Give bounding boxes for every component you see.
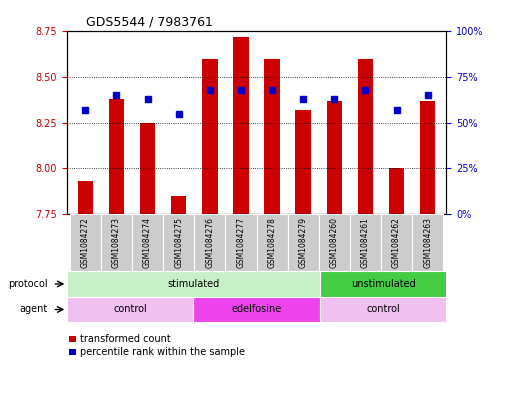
Text: GSM1084279: GSM1084279: [299, 217, 308, 268]
Text: control: control: [113, 305, 147, 314]
Bar: [320, 271, 446, 297]
Text: GSM1084262: GSM1084262: [392, 217, 401, 268]
Text: GSM1084273: GSM1084273: [112, 217, 121, 268]
Bar: [256, 214, 288, 271]
Text: agent: agent: [19, 305, 48, 314]
Text: GSM1084276: GSM1084276: [205, 217, 214, 268]
Bar: [350, 214, 381, 271]
Bar: [77, 181, 93, 214]
Bar: [132, 214, 163, 271]
Bar: [412, 214, 443, 271]
Text: GSM1084275: GSM1084275: [174, 217, 183, 268]
Text: GSM1084260: GSM1084260: [330, 217, 339, 268]
Text: GSM1084272: GSM1084272: [81, 217, 90, 268]
Bar: [67, 271, 320, 297]
Bar: [358, 59, 373, 214]
Bar: [233, 37, 249, 214]
Bar: [288, 214, 319, 271]
Text: GDS5544 / 7983761: GDS5544 / 7983761: [86, 16, 212, 29]
Text: GSM1084277: GSM1084277: [236, 217, 245, 268]
Text: stimulated: stimulated: [167, 279, 220, 289]
Text: control: control: [366, 305, 400, 314]
Bar: [101, 214, 132, 271]
Bar: [420, 101, 436, 214]
Bar: [295, 110, 311, 214]
Text: protocol: protocol: [8, 279, 48, 289]
Text: GSM1084261: GSM1084261: [361, 217, 370, 268]
Text: unstimulated: unstimulated: [351, 279, 416, 289]
Text: GSM1084278: GSM1084278: [268, 217, 277, 268]
Bar: [319, 214, 350, 271]
Text: edelfosine: edelfosine: [231, 305, 282, 314]
Bar: [326, 101, 342, 214]
Bar: [193, 297, 320, 322]
Text: percentile rank within the sample: percentile rank within the sample: [80, 347, 245, 357]
Text: GSM1084263: GSM1084263: [423, 217, 432, 268]
Bar: [320, 297, 446, 322]
Bar: [163, 214, 194, 271]
Bar: [389, 169, 404, 214]
Bar: [171, 196, 187, 214]
Text: GSM1084274: GSM1084274: [143, 217, 152, 268]
Bar: [264, 59, 280, 214]
Bar: [109, 99, 124, 214]
Bar: [140, 123, 155, 214]
Bar: [381, 214, 412, 271]
Bar: [225, 214, 256, 271]
Bar: [70, 214, 101, 271]
Text: transformed count: transformed count: [80, 334, 170, 344]
Bar: [194, 214, 225, 271]
Bar: [67, 297, 193, 322]
Bar: [202, 59, 218, 214]
